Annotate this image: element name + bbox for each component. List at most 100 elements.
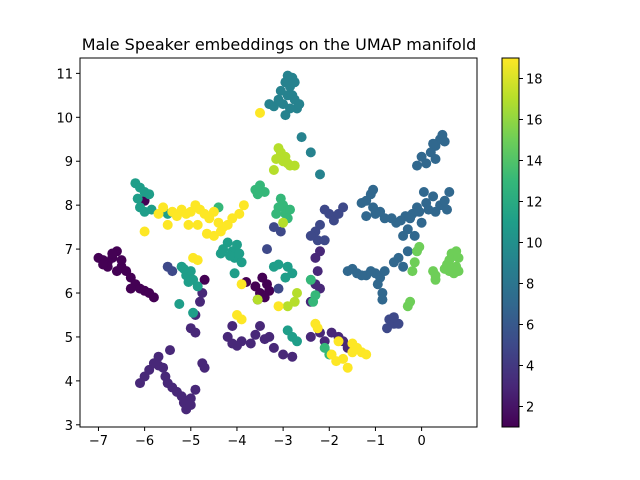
scatter-point (195, 296, 205, 307)
scatter-point (372, 279, 383, 290)
scatter-point (305, 331, 316, 342)
scatter-point (382, 323, 392, 334)
scatter-point (368, 202, 379, 213)
scatter-point (162, 219, 173, 230)
scatter-point (305, 230, 316, 241)
scatter-point (278, 217, 289, 228)
x-tick-label: −1 (366, 434, 385, 449)
scatter-point (386, 213, 397, 224)
scatter-point (271, 208, 282, 219)
scatter-point (280, 110, 291, 121)
scatter-point (153, 208, 164, 219)
y-tick-label: 9 (65, 155, 73, 170)
x-axis: −7 −6 −5 −4 −3 −2 −1 0 (89, 427, 426, 449)
scatter-point (229, 268, 240, 279)
scatter-point (409, 230, 420, 241)
scatter-point (439, 136, 450, 147)
scatter-point (453, 252, 464, 263)
scatter-point (289, 77, 300, 88)
scatter-point (296, 132, 307, 143)
y-tick-label: 10 (56, 111, 73, 126)
plot-frame (79, 57, 478, 428)
scatter-point (271, 154, 282, 164)
scatter-point (236, 336, 247, 347)
scatter-point (405, 296, 416, 307)
scatter-point (185, 393, 196, 404)
scatter-point (402, 246, 413, 257)
scatter-point (453, 266, 464, 277)
scatter-point (275, 85, 286, 96)
scatter-point (273, 259, 284, 270)
colorbar-tick-label: 18 (526, 73, 543, 88)
scatter-point (199, 274, 210, 285)
scatter-point (414, 241, 425, 252)
y-axis: 3 4 5 6 7 8 9 10 11 (56, 67, 80, 434)
scatter-point (236, 279, 247, 290)
colorbar (501, 57, 520, 428)
scatter-point (262, 244, 272, 255)
scatter-point (407, 266, 418, 277)
scatter-point (333, 336, 344, 347)
x-tick-label: 0 (417, 434, 425, 449)
scatter-point (319, 342, 330, 353)
colorbar-tick-label: 16 (526, 114, 543, 129)
scatter-point (280, 272, 291, 283)
scatter-point (326, 349, 337, 360)
scatter-point (268, 342, 279, 353)
colorbar-axis: 2 4 6 8 10 12 14 16 18 (519, 73, 543, 416)
scatter-point (365, 266, 376, 277)
scatter-point (262, 279, 272, 290)
scatter-point (442, 204, 452, 215)
scatter-point (273, 301, 284, 312)
scatter-point (259, 334, 270, 345)
scatter-point (144, 189, 155, 200)
scatter-point (215, 226, 226, 237)
scatter-point (107, 248, 118, 259)
scatter-point (444, 187, 455, 197)
scatter-point (167, 266, 178, 277)
x-tick-label: −6 (135, 434, 154, 449)
x-tick-label: −7 (89, 434, 108, 449)
scatter-point (132, 193, 143, 204)
scatter-point (379, 266, 390, 277)
scatter-point (215, 248, 226, 259)
scatter-point (139, 226, 150, 237)
colorbar-tick-label: 10 (526, 237, 543, 252)
scatter-point (289, 160, 300, 171)
scatter-point (347, 263, 358, 274)
y-tick-label: 11 (56, 67, 73, 82)
scatter-point (428, 266, 439, 277)
scatter-point (428, 138, 439, 149)
scatter-point (338, 202, 349, 213)
scatter-point (285, 204, 295, 215)
scatter-point (125, 283, 136, 294)
scatter-point (252, 294, 263, 305)
colorbar-tick-label: 6 (526, 319, 534, 334)
x-tick-label: −3 (274, 434, 293, 449)
scatter-point (315, 219, 325, 230)
scatter-point (398, 261, 409, 272)
scatter-point (183, 277, 194, 287)
scatter-point (273, 283, 284, 294)
scatter-point (222, 237, 233, 248)
scatter-point (255, 107, 265, 118)
scatter-point (148, 292, 159, 303)
colorbar-tick-label: 12 (526, 196, 543, 211)
scatter-point (347, 347, 358, 358)
scatter-point (388, 312, 399, 323)
scatter-point (234, 248, 245, 259)
scatter-point (398, 230, 409, 241)
scatter-point (368, 184, 379, 195)
y-tick-label: 6 (65, 287, 73, 302)
scatter-point (188, 307, 199, 318)
scatter-point (315, 246, 325, 257)
scatter-point (250, 329, 261, 340)
scatter-point (165, 345, 175, 356)
scatter-point (361, 349, 372, 360)
scatter-point (208, 206, 219, 217)
x-tick-label: −5 (181, 434, 200, 449)
scatter-point (158, 362, 169, 373)
scatter-point (414, 206, 425, 217)
scatter-point (416, 217, 427, 228)
scatter-point (275, 226, 286, 237)
